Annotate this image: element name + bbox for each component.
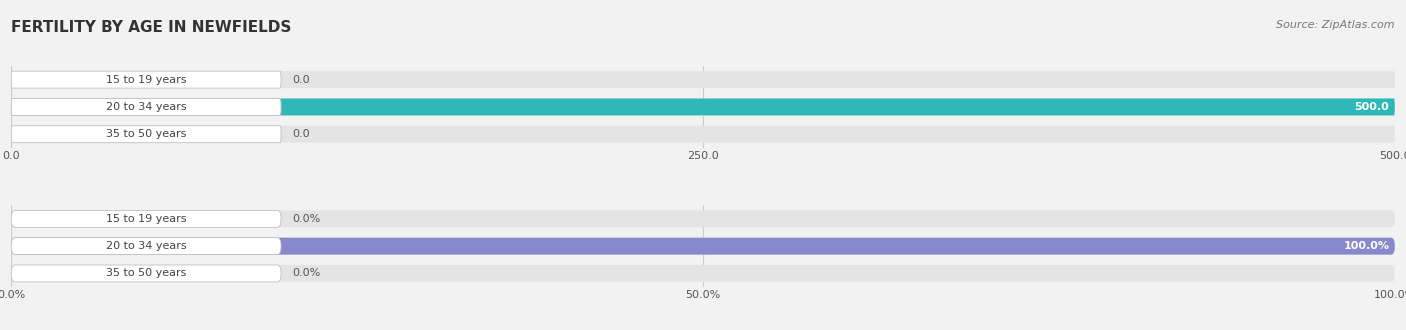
FancyBboxPatch shape bbox=[11, 98, 1395, 115]
Text: 0.0: 0.0 bbox=[292, 75, 309, 85]
Text: 15 to 19 years: 15 to 19 years bbox=[105, 75, 187, 85]
FancyBboxPatch shape bbox=[11, 265, 281, 282]
Text: Source: ZipAtlas.com: Source: ZipAtlas.com bbox=[1277, 20, 1395, 30]
Text: 0.0%: 0.0% bbox=[292, 214, 321, 224]
FancyBboxPatch shape bbox=[11, 71, 281, 88]
FancyBboxPatch shape bbox=[11, 126, 281, 143]
FancyBboxPatch shape bbox=[11, 238, 1395, 255]
Text: 15 to 19 years: 15 to 19 years bbox=[105, 214, 187, 224]
Text: 20 to 34 years: 20 to 34 years bbox=[105, 102, 187, 112]
FancyBboxPatch shape bbox=[11, 71, 1395, 88]
FancyBboxPatch shape bbox=[11, 98, 1395, 115]
Text: 35 to 50 years: 35 to 50 years bbox=[105, 268, 187, 279]
Text: 100.0%: 100.0% bbox=[1343, 241, 1389, 251]
FancyBboxPatch shape bbox=[11, 211, 1395, 227]
Text: FERTILITY BY AGE IN NEWFIELDS: FERTILITY BY AGE IN NEWFIELDS bbox=[11, 20, 291, 35]
FancyBboxPatch shape bbox=[11, 98, 281, 115]
FancyBboxPatch shape bbox=[11, 211, 281, 227]
Text: 0.0: 0.0 bbox=[292, 129, 309, 139]
Text: 0.0%: 0.0% bbox=[292, 268, 321, 279]
Text: 20 to 34 years: 20 to 34 years bbox=[105, 241, 187, 251]
Text: 500.0: 500.0 bbox=[1354, 102, 1389, 112]
FancyBboxPatch shape bbox=[11, 238, 281, 255]
FancyBboxPatch shape bbox=[11, 126, 1395, 143]
Text: 35 to 50 years: 35 to 50 years bbox=[105, 129, 187, 139]
FancyBboxPatch shape bbox=[11, 238, 1395, 255]
FancyBboxPatch shape bbox=[11, 265, 1395, 282]
